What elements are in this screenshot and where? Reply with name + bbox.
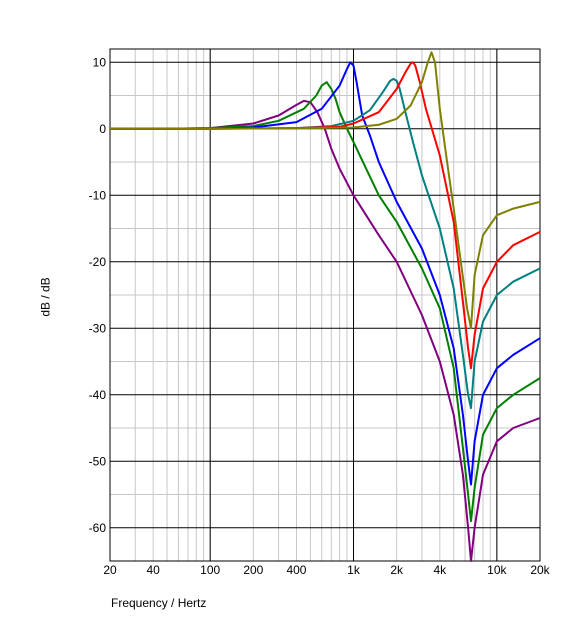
x-axis-tick-labels: 20 40 100 200 400 1k 2k 4k 10k 20k (103, 563, 550, 577)
series-line-3 (110, 61, 541, 486)
y-axis-tick-labels: 10 0 -10 -20 -30 -40 -50 -60 (89, 55, 107, 534)
x-tick-label: 10k (487, 563, 507, 577)
series-layer (110, 51, 541, 562)
series-line-5 (110, 61, 541, 370)
y-axis-title: dB / dB (38, 277, 53, 317)
y-tick-label: -20 (89, 255, 107, 269)
y-tick-label: -10 (89, 188, 107, 202)
y-tick-label: -40 (89, 388, 107, 402)
series-line-4 (110, 77, 541, 410)
y-tick-label: 0 (99, 122, 106, 136)
series-line-6 (110, 51, 541, 330)
y-tick-label: -60 (89, 521, 107, 535)
x-tick-label: 400 (286, 563, 306, 577)
y-tick-label: -30 (89, 321, 107, 335)
x-axis-title: Frequency / Hertz (111, 596, 207, 610)
x-tick-label: 100 (200, 563, 220, 577)
y-tick-label: 10 (93, 55, 107, 69)
x-tick-label: 200 (243, 563, 263, 577)
series-line-2 (110, 81, 541, 523)
x-tick-label: 20k (530, 563, 550, 577)
x-tick-label: 4k (433, 563, 447, 577)
x-tick-label: 1k (347, 563, 361, 577)
y-tick-label: -50 (89, 454, 107, 468)
x-tick-label: 40 (146, 563, 160, 577)
x-tick-label: 2k (390, 563, 404, 577)
x-tick-label: 20 (103, 563, 117, 577)
series-line-1 (110, 99, 541, 562)
plot-area-frame (109, 48, 541, 562)
